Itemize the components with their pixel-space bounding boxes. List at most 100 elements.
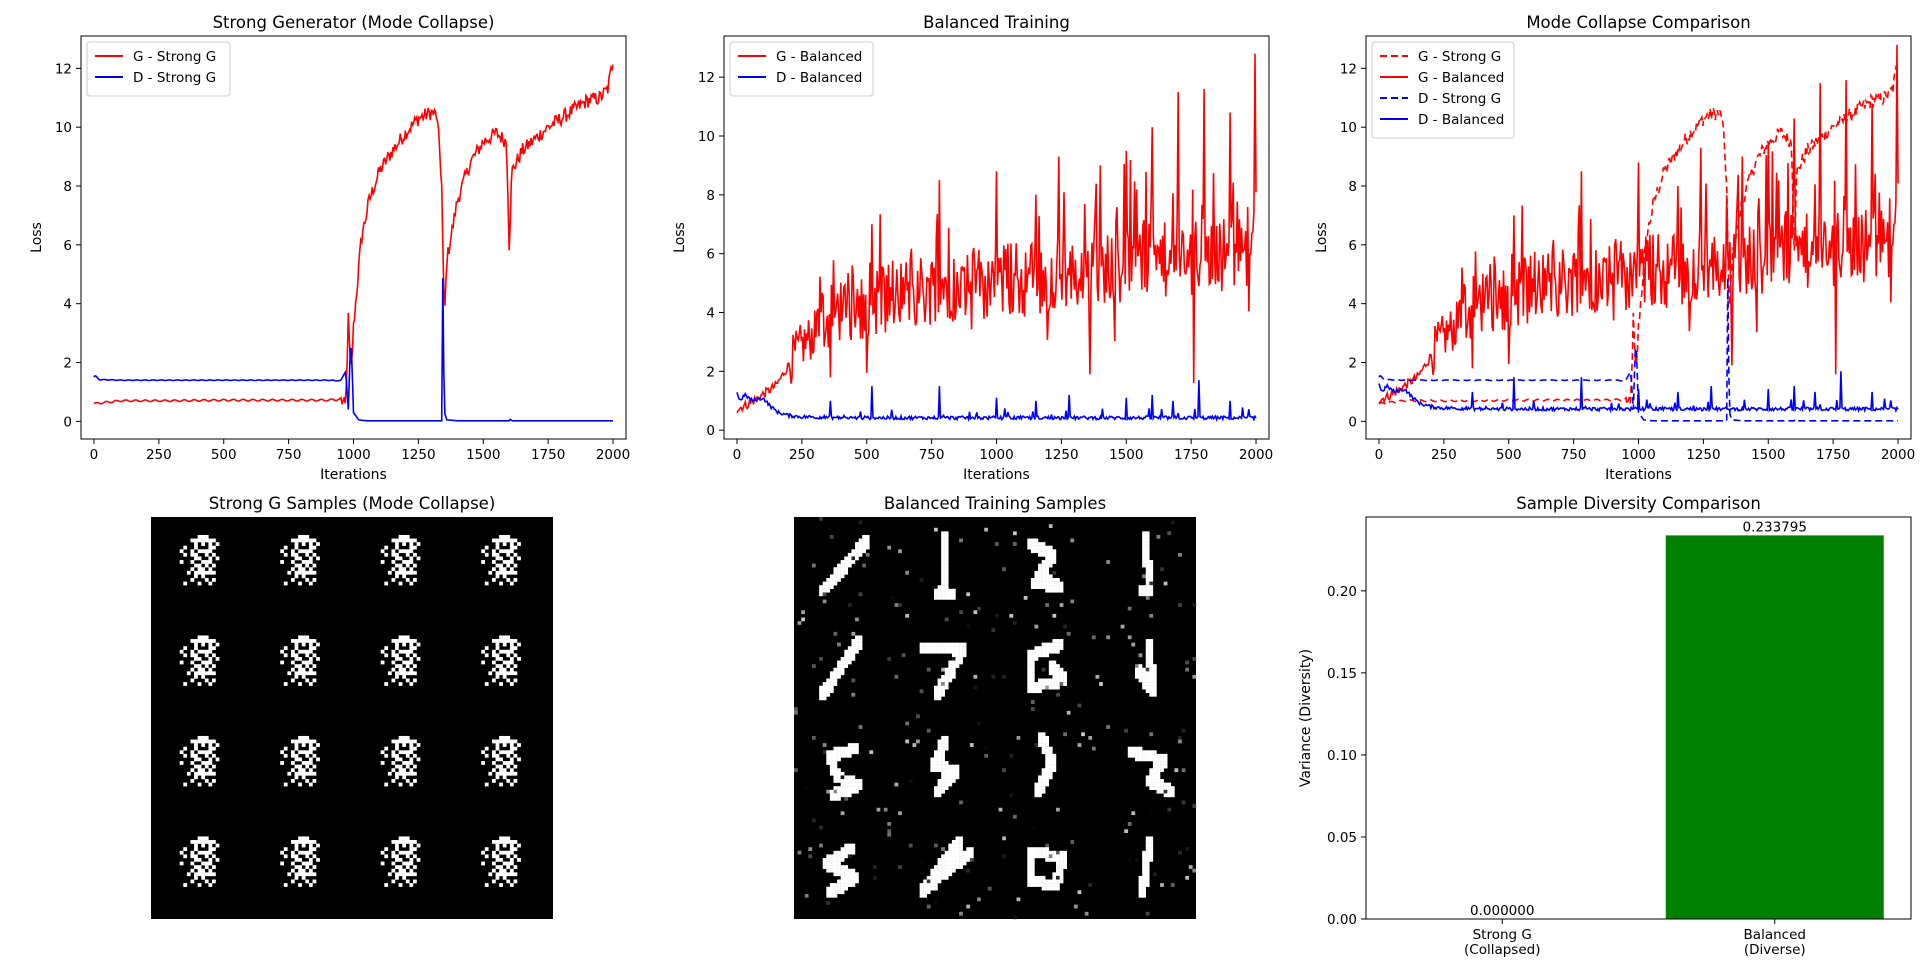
sample-pixel [204,779,209,783]
sample-pixel [1063,682,1067,686]
sample-pixel [212,570,216,575]
sample-pixel [837,771,841,776]
sample-pixel [201,735,206,740]
sample-pixel [402,574,407,579]
sample-pixel [1145,850,1150,855]
sample-pixel [822,865,827,869]
sample-pixel [488,771,493,776]
sample-pixel [844,868,849,873]
sample-pixel [197,656,202,661]
sample-pixel [190,761,195,765]
sample-pixel [197,538,202,543]
sample-pixel [186,671,191,676]
sample-image [179,735,220,787]
sample-pixel [506,570,511,575]
sample-pixel [1149,639,1154,643]
bar-value-label: 0.233795 [1743,519,1807,535]
sample-pixel [190,879,195,884]
sample-pixel [413,753,417,758]
sample-pixel [294,556,299,561]
sample-pixel [1149,786,1154,790]
sample-pixel [1030,538,1035,543]
sample-pixel [898,549,902,554]
sample-pixel [1124,865,1128,869]
y-tick-label: 0.20 [1327,584,1357,600]
sample-pixel [829,789,834,794]
sample-pixel [1052,850,1057,855]
sample-pixel [948,775,953,780]
sample-pixel [294,771,299,776]
sample-pixel [402,861,407,866]
sample-pixel [212,563,216,568]
sample-pixel [1045,761,1050,765]
sample-pixel [499,581,503,586]
sample-pixel [1142,563,1146,568]
sample-pixel [413,538,417,543]
sample-pixel [855,556,859,561]
sample-pixel [398,768,403,773]
sample-pixel [484,753,489,758]
sample-pixel [951,861,956,866]
sample-pixel [290,578,295,582]
sample-pixel [1149,836,1154,841]
sample-pixel [847,603,852,607]
sample-pixel [208,847,213,851]
sample-pixel [933,642,938,647]
sample-pixel [944,739,949,744]
sample-pixel [204,664,209,668]
sample-pixel [409,556,414,561]
sample-pixel [1152,689,1157,694]
sample-pixel [506,739,511,744]
sample-pixel [1023,595,1028,600]
sample-pixel [197,836,202,841]
sample-pixel [1149,613,1154,618]
sample-image [280,635,320,686]
sample-pixel [1034,656,1039,661]
sample-pixel [941,667,945,672]
sample-pixel [898,603,902,607]
sample-pixel [1142,750,1146,755]
sample-pixel [833,768,838,773]
sample-pixel [298,635,302,640]
sample-pixel [1142,545,1146,550]
sample-pixel [1156,779,1161,783]
sample-pixel [204,560,209,564]
sample-pixel [312,653,317,658]
sample-pixel [1138,585,1143,589]
sample-pixel [413,639,417,643]
sample-pixel [398,840,403,844]
sample-pixel [1145,868,1150,873]
sample-pixel [855,552,859,557]
sample-pixel [833,886,838,891]
sample-pixel [930,761,935,765]
sample-pixel [294,639,299,643]
sample-pixel [837,746,841,751]
sample-pixel [298,865,302,869]
sample-pixel [409,667,414,672]
sample-pixel [1027,538,1032,543]
sample-pixel [384,782,389,787]
sample-pixel [305,735,310,740]
sample-pixel [1038,649,1042,654]
sample-pixel [962,861,967,866]
sample-pixel [1145,545,1150,550]
sample-pixel [1167,786,1172,790]
sample-pixel [481,761,485,765]
sample-pixel [1138,667,1143,672]
sample-pixel [944,581,949,586]
sample-pixel [509,549,514,554]
sample-pixel [833,578,838,582]
sample-pixel [499,771,503,776]
sample-pixel [190,678,195,683]
sample-pixel [1048,775,1053,780]
sample-pixel [312,840,317,844]
sample-pixel [1052,854,1057,859]
sample-pixel [829,796,834,801]
sample-pixel [409,646,414,650]
sample-pixel [833,574,838,579]
sample-pixel [851,786,856,790]
sample-pixel [1152,664,1157,668]
sample-pixel [1045,764,1050,769]
sample-pixel [1145,782,1150,787]
sample-pixel [190,639,195,643]
